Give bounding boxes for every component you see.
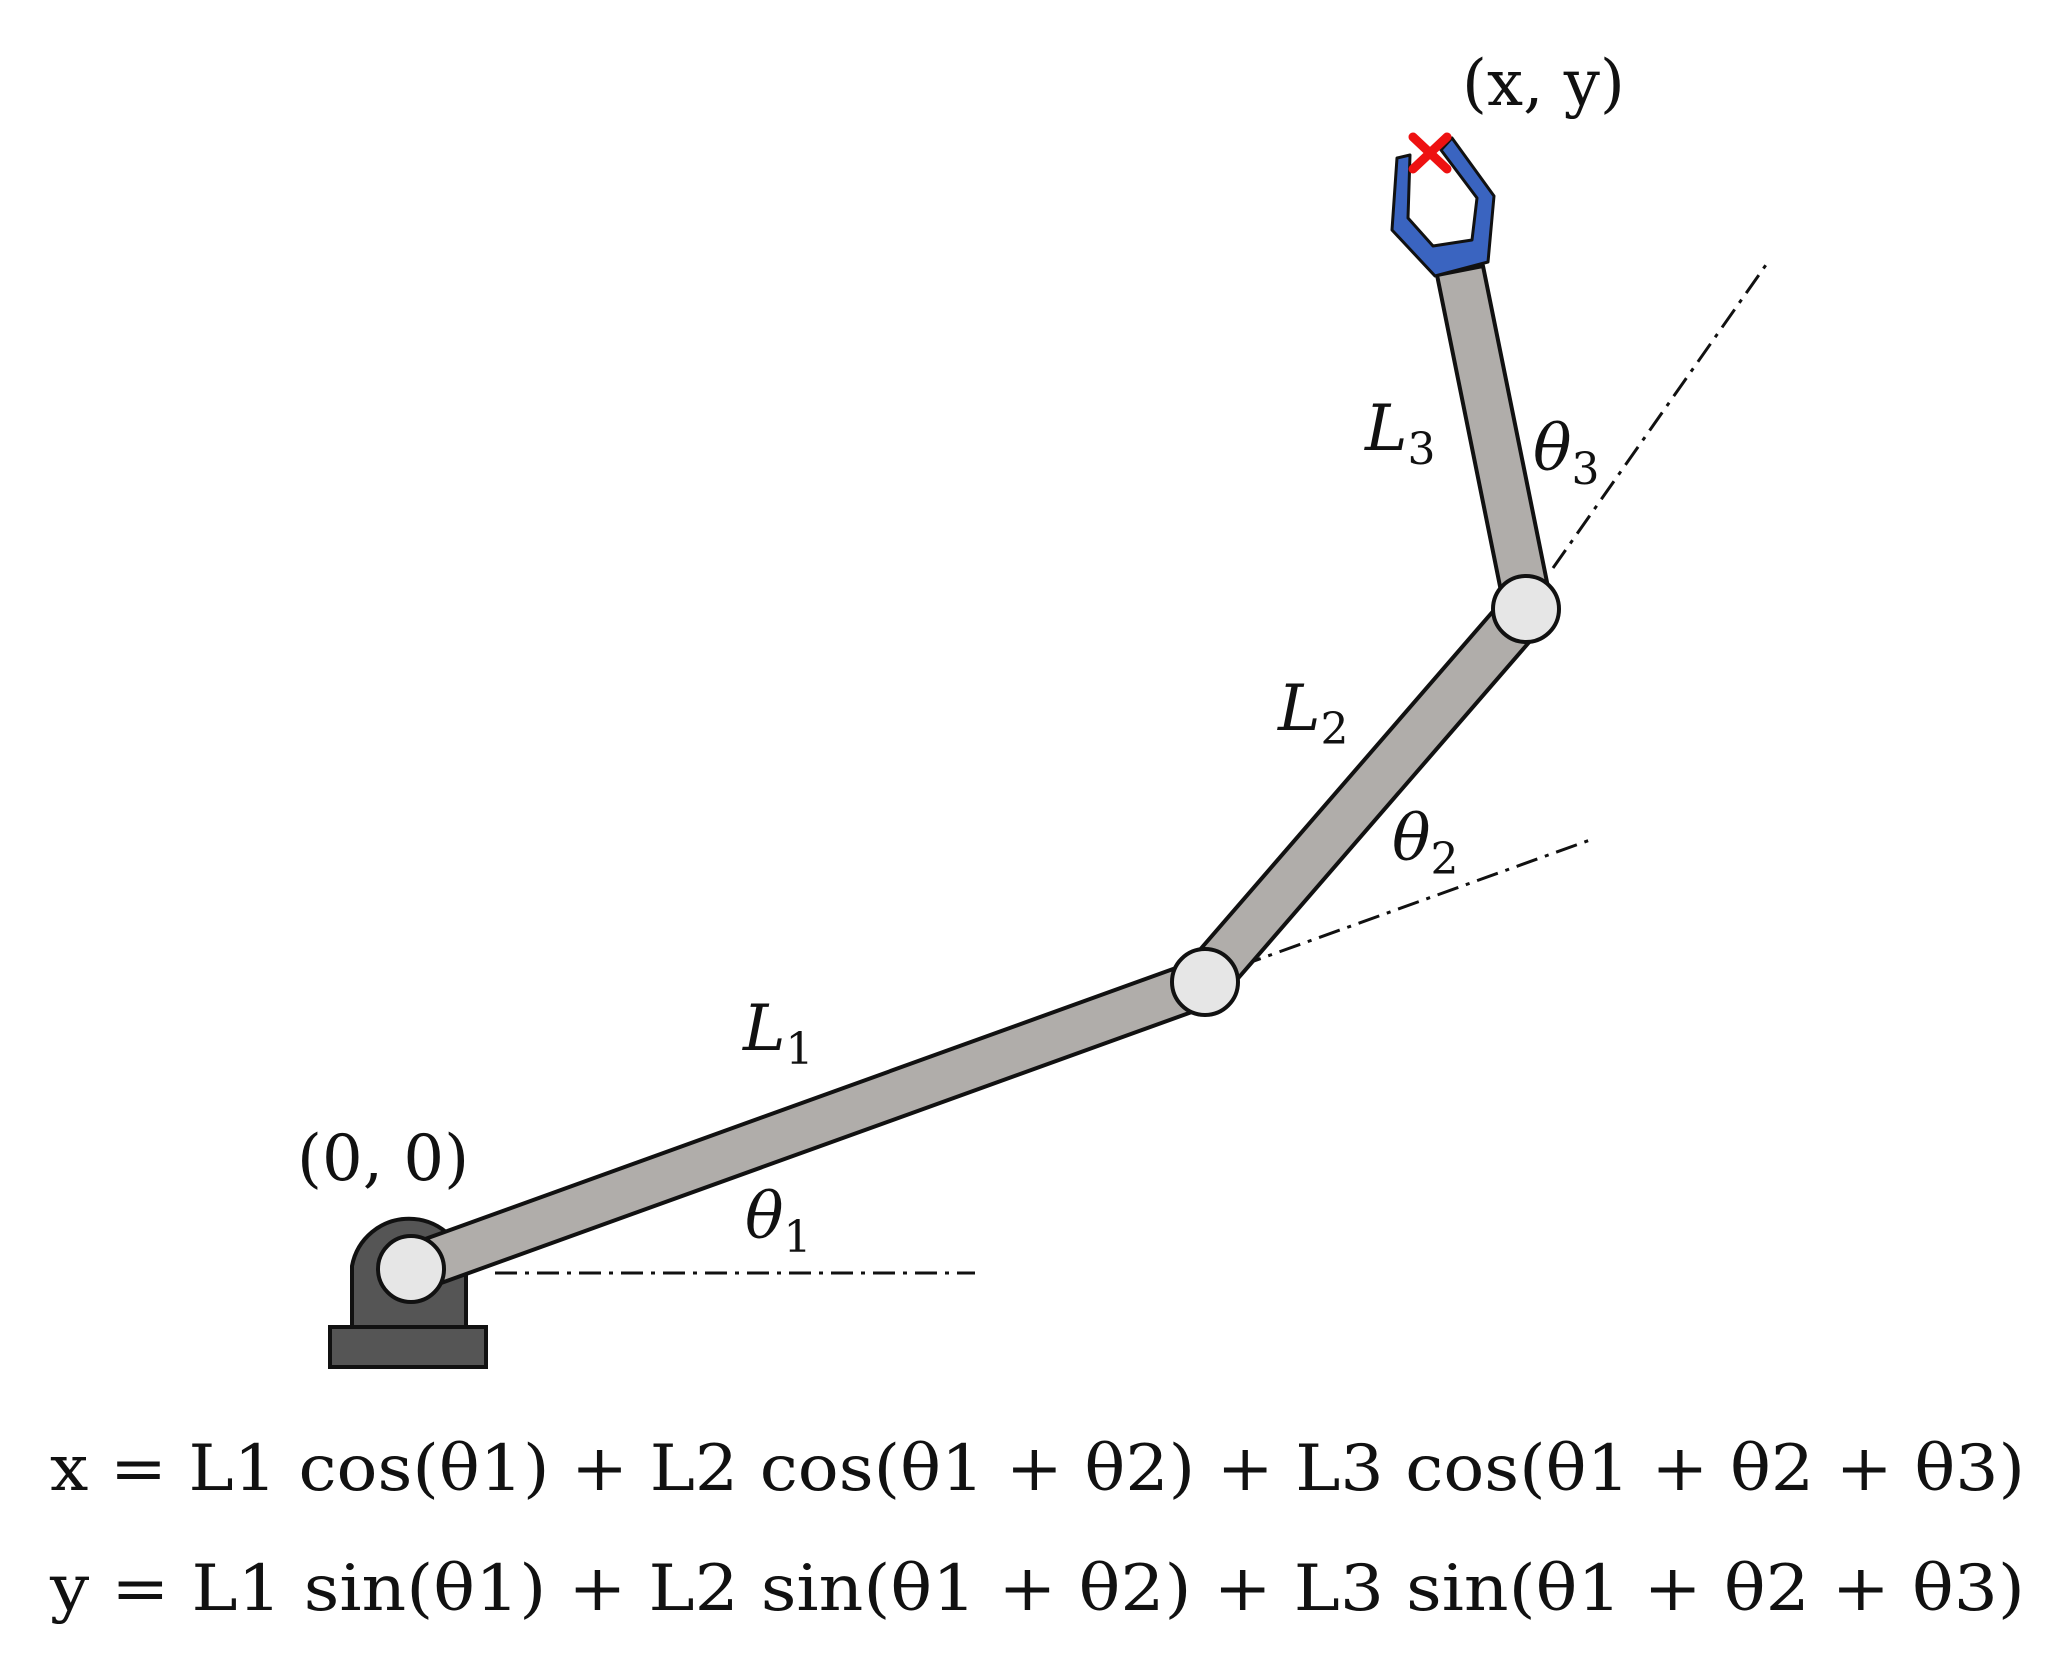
equation-x: x = L1 cos(θ1) + L2 cos(θ1 + θ2) + L3 co… <box>50 1432 2025 1506</box>
reference-lines <box>495 261 1770 1275</box>
target-x-icon <box>1408 132 1452 174</box>
gripper-icon <box>1390 136 1496 278</box>
link3-label: L3 <box>1364 392 1436 475</box>
origin-label: (0, 0) <box>297 1122 469 1196</box>
joint-elbow1 <box>1170 947 1240 1017</box>
link2 <box>1183 592 1546 1000</box>
link1-label: L1 <box>742 992 814 1075</box>
gripper <box>1390 136 1496 278</box>
angle3-reference-line <box>1551 261 1770 569</box>
angle2-label: θ2 <box>1392 802 1459 885</box>
joint-base <box>376 1234 446 1304</box>
base-plate <box>328 1325 488 1369</box>
end-effector-label: (x, y) <box>1462 47 1625 121</box>
joints <box>376 574 1561 1304</box>
equation-y: y = L1 sin(θ1) + L2 sin(θ1 + θ2) + L3 si… <box>49 1552 2025 1626</box>
angle1-label: θ1 <box>745 1180 812 1263</box>
joint-elbow2 <box>1491 574 1561 644</box>
angle3-label: θ3 <box>1533 412 1600 495</box>
angle2-reference-line <box>1239 838 1591 968</box>
link2-label: L2 <box>1277 672 1349 755</box>
